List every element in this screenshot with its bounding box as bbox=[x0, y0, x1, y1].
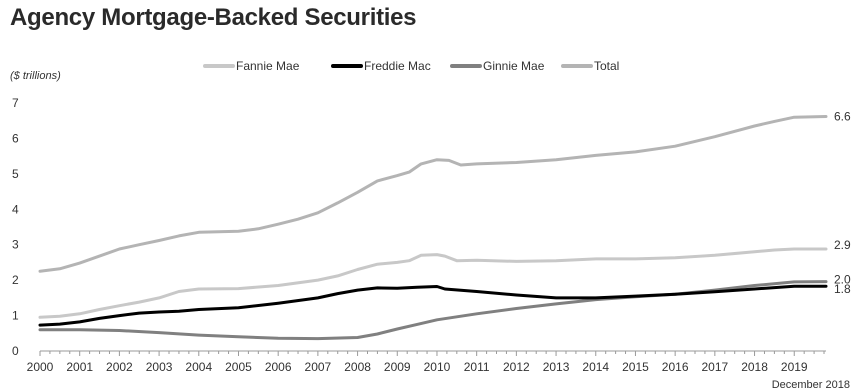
series-line-total bbox=[38, 115, 828, 273]
x-tick-label: 2015 bbox=[622, 360, 649, 374]
series-line-freddie-mac bbox=[38, 284, 828, 327]
legend: Fannie Mae Freddie Mac Ginnie Mae Total bbox=[203, 59, 619, 73]
x-tick-label: 2018 bbox=[741, 360, 768, 374]
end-label-total: 6.6 bbox=[834, 109, 851, 123]
x-tick-label: 2003 bbox=[146, 360, 173, 374]
y-tick-label: 5 bbox=[12, 167, 19, 181]
legend-label-fannie-mae: Fannie Mae bbox=[236, 59, 300, 73]
x-tick-label: 2013 bbox=[543, 360, 570, 374]
x-tick-label: 2011 bbox=[464, 360, 490, 374]
y-unit-label: ($ trillions) bbox=[10, 70, 61, 82]
x-tick-label: 2007 bbox=[305, 360, 332, 374]
x-tick-label: 2014 bbox=[582, 360, 609, 374]
series-line-fannie-mae bbox=[38, 247, 828, 319]
legend-label-ginnie-mae: Ginnie Mae bbox=[483, 59, 545, 73]
series-line-ginnie-mae bbox=[38, 280, 828, 341]
legend-label-freddie-mac: Freddie Mac bbox=[364, 59, 431, 73]
x-tick-label: 2005 bbox=[225, 360, 252, 374]
y-tick-label: 4 bbox=[12, 202, 19, 216]
end-label-ginnie-mae: 2.0 bbox=[834, 273, 851, 287]
x-tick-label: 2010 bbox=[424, 360, 451, 374]
x-tick-label: 2002 bbox=[106, 360, 133, 374]
date-note: December 2018 bbox=[772, 379, 850, 391]
x-tick-label: 2012 bbox=[503, 360, 530, 374]
chart-title: Agency Mortgage-Backed Securities bbox=[10, 4, 417, 31]
y-tick-label: 3 bbox=[12, 238, 19, 252]
x-axis: 2000 2001 2002 2003 2004 2005 2006 2007 2008 2009… bbox=[27, 350, 826, 374]
y-tick-label: 6 bbox=[12, 131, 19, 145]
series-lines bbox=[38, 115, 828, 341]
x-tick-label: 2001 bbox=[66, 360, 93, 374]
x-tick-label: 2019 bbox=[781, 360, 808, 374]
end-label-freddie-mac: 1.8 bbox=[834, 282, 851, 296]
x-tick-label: 2006 bbox=[265, 360, 292, 374]
x-tick-label: 2016 bbox=[662, 360, 689, 374]
x-tick-label: 2008 bbox=[344, 360, 371, 374]
x-tick-label: 2000 bbox=[27, 360, 54, 374]
end-labels: 2.9 1.82.0 6.6 bbox=[834, 109, 851, 296]
y-tick-label: 7 bbox=[12, 96, 19, 110]
x-tick-label: 2004 bbox=[185, 360, 212, 374]
end-label-fannie-mae: 2.9 bbox=[834, 238, 851, 252]
legend-label-total: Total bbox=[594, 59, 619, 73]
x-tick-label: 2009 bbox=[384, 360, 411, 374]
x-tick-label: 2017 bbox=[701, 360, 728, 374]
y-tick-label: 1 bbox=[12, 309, 19, 323]
y-tick-label: 0 bbox=[12, 344, 19, 358]
y-tick-label: 2 bbox=[12, 273, 19, 287]
y-axis: 0 1 2 3 4 5 6 7 bbox=[12, 96, 19, 358]
